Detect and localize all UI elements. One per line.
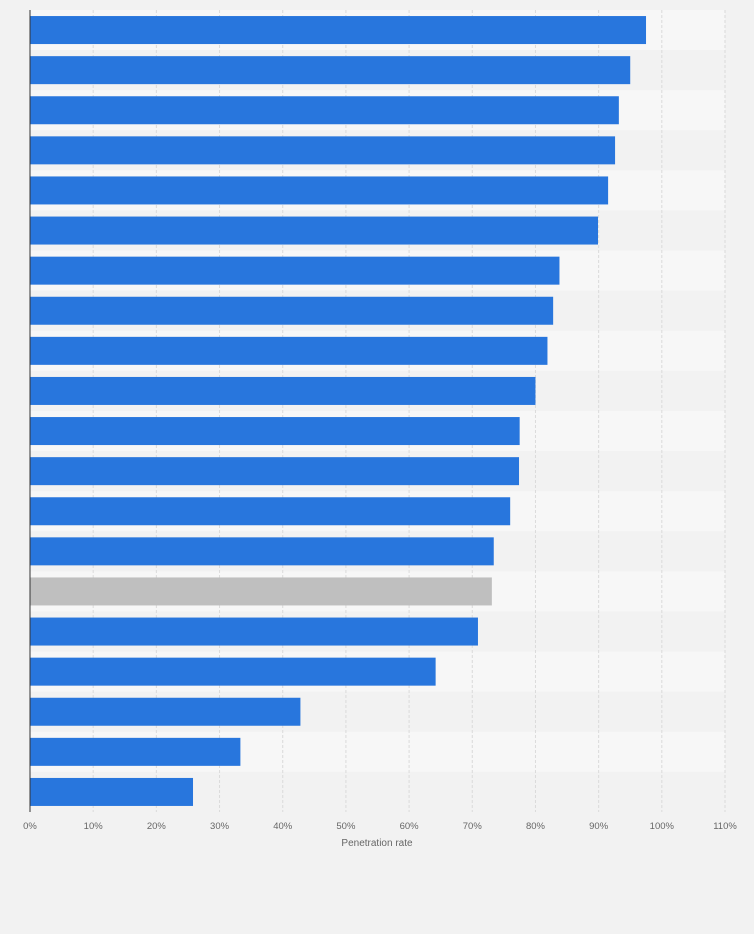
x-tick-label: 80% [526,821,546,832]
bar [30,497,511,526]
bar [30,16,647,45]
bar [30,617,478,646]
x-tick-label: 10% [84,821,104,832]
bar [30,256,560,285]
x-axis-label: Penetration rate [341,838,413,849]
x-tick-label: 110% [713,821,737,832]
bar [30,457,520,486]
bar [30,96,619,125]
x-tick-label: 50% [336,821,356,832]
bar [30,56,631,85]
x-tick-label: 60% [400,821,420,832]
x-tick-label: 0% [23,821,37,832]
x-tick-label: 20% [147,821,167,832]
bar [30,216,599,245]
bar [30,336,548,365]
bar [30,376,536,405]
bar-highlighted [30,577,492,606]
bar [30,737,241,766]
x-tick-label: 40% [273,821,293,832]
x-tick-label: 70% [463,821,483,832]
bar [30,657,436,686]
x-tick-label: 100% [650,821,675,832]
bar [30,697,301,726]
x-tick-label: 90% [589,821,609,832]
bar [30,176,609,205]
bar [30,537,494,566]
bar [30,417,520,446]
bar [30,777,194,806]
bar [30,296,554,325]
x-tick-label: 30% [210,821,230,832]
bar [30,136,616,165]
